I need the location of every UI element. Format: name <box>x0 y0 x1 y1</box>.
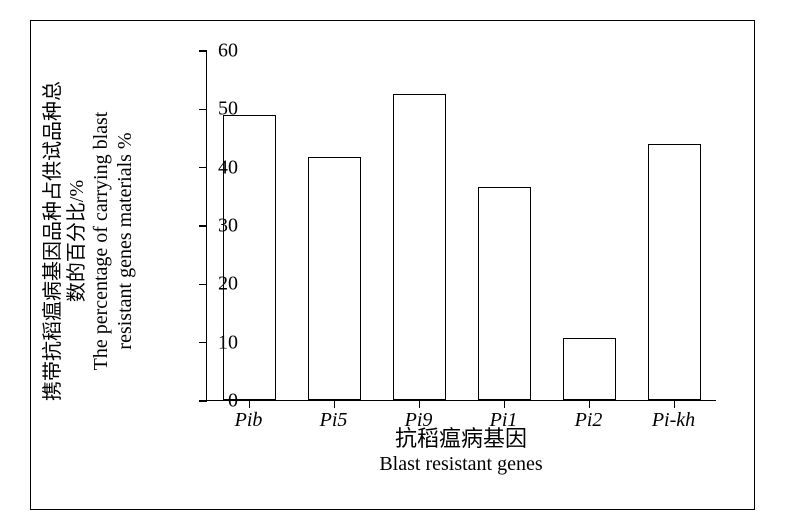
y-axis-label-cn-1: 携带抗稻瘟病基因品种占供试品种总 <box>41 51 65 431</box>
y-tick-label: 40 <box>198 156 238 179</box>
bar-pi2 <box>563 338 616 400</box>
bar-pi5 <box>308 157 361 400</box>
x-axis-label-cn: 抗稻瘟病基因 <box>206 426 716 452</box>
y-tick-label: 20 <box>198 273 238 296</box>
y-tick-label: 50 <box>198 98 238 121</box>
y-tick-label: 60 <box>198 40 238 63</box>
y-axis-label-en-2: resistant genes materials % <box>113 51 137 431</box>
y-axis-label-cn-2: 数的百分比/% <box>65 51 89 431</box>
x-tick <box>589 400 591 408</box>
y-tick-label: 30 <box>198 215 238 238</box>
x-axis-label: 抗稻瘟病基因 Blast resistant genes <box>206 426 716 476</box>
x-tick <box>249 400 251 408</box>
y-axis-label: 携带抗稻瘟病基因品种占供试品种总 数的百分比/% The percentage … <box>41 51 151 431</box>
x-tick <box>504 400 506 408</box>
bar-pi1 <box>478 187 531 400</box>
x-tick <box>674 400 676 408</box>
x-tick <box>419 400 421 408</box>
bar-pi-kh <box>648 144 701 400</box>
plot-area <box>206 51 716 401</box>
chart-frame: 携带抗稻瘟病基因品种占供试品种总 数的百分比/% The percentage … <box>30 20 755 510</box>
y-axis-label-en-1: The percentage of carrying blast <box>89 51 113 431</box>
chart-area: 携带抗稻瘟病基因品种占供试品种总 数的百分比/% The percentage … <box>31 21 756 511</box>
x-axis-label-en: Blast resistant genes <box>206 452 716 476</box>
x-tick <box>334 400 336 408</box>
bar-pi9 <box>393 94 446 400</box>
y-tick-label: 10 <box>198 331 238 354</box>
